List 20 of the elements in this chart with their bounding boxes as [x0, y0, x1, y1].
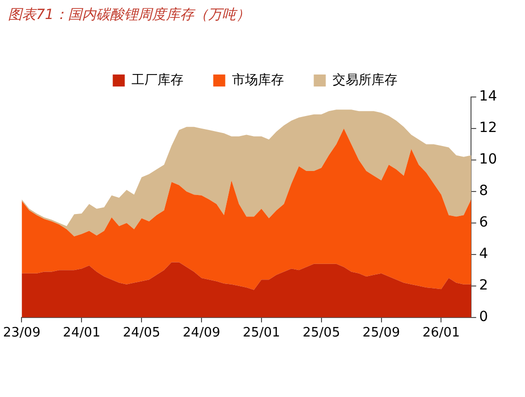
x-tick-label: 26/01: [422, 326, 460, 341]
x-tick-label: 25/09: [362, 326, 400, 341]
x-tick-label: 25/01: [242, 326, 280, 341]
legend-label: 交易所库存: [332, 72, 398, 88]
chart-title: 图表71：国内碳酸锂周度库存（万吨）: [8, 6, 250, 24]
y-tick-label: 14: [479, 88, 498, 105]
legend-label: 市场库存: [232, 72, 284, 88]
y-tick-label: 0: [479, 309, 488, 326]
y-tick-label: 8: [479, 183, 488, 200]
x-tick-label: 24/09: [182, 326, 220, 341]
y-tick-label: 12: [479, 120, 498, 136]
x-tick-label: 24/01: [62, 326, 100, 341]
x-tick-label: 24/05: [122, 326, 160, 341]
x-tick-label: 23/09: [3, 326, 40, 341]
y-tick-label: 2: [479, 278, 488, 294]
x-tick-label: 25/05: [302, 326, 340, 341]
legend-label: 工厂库存: [131, 72, 184, 88]
y-tick-label: 10: [479, 152, 498, 168]
y-tick-label: 6: [479, 214, 488, 231]
y-tick-label: 4: [479, 246, 488, 262]
